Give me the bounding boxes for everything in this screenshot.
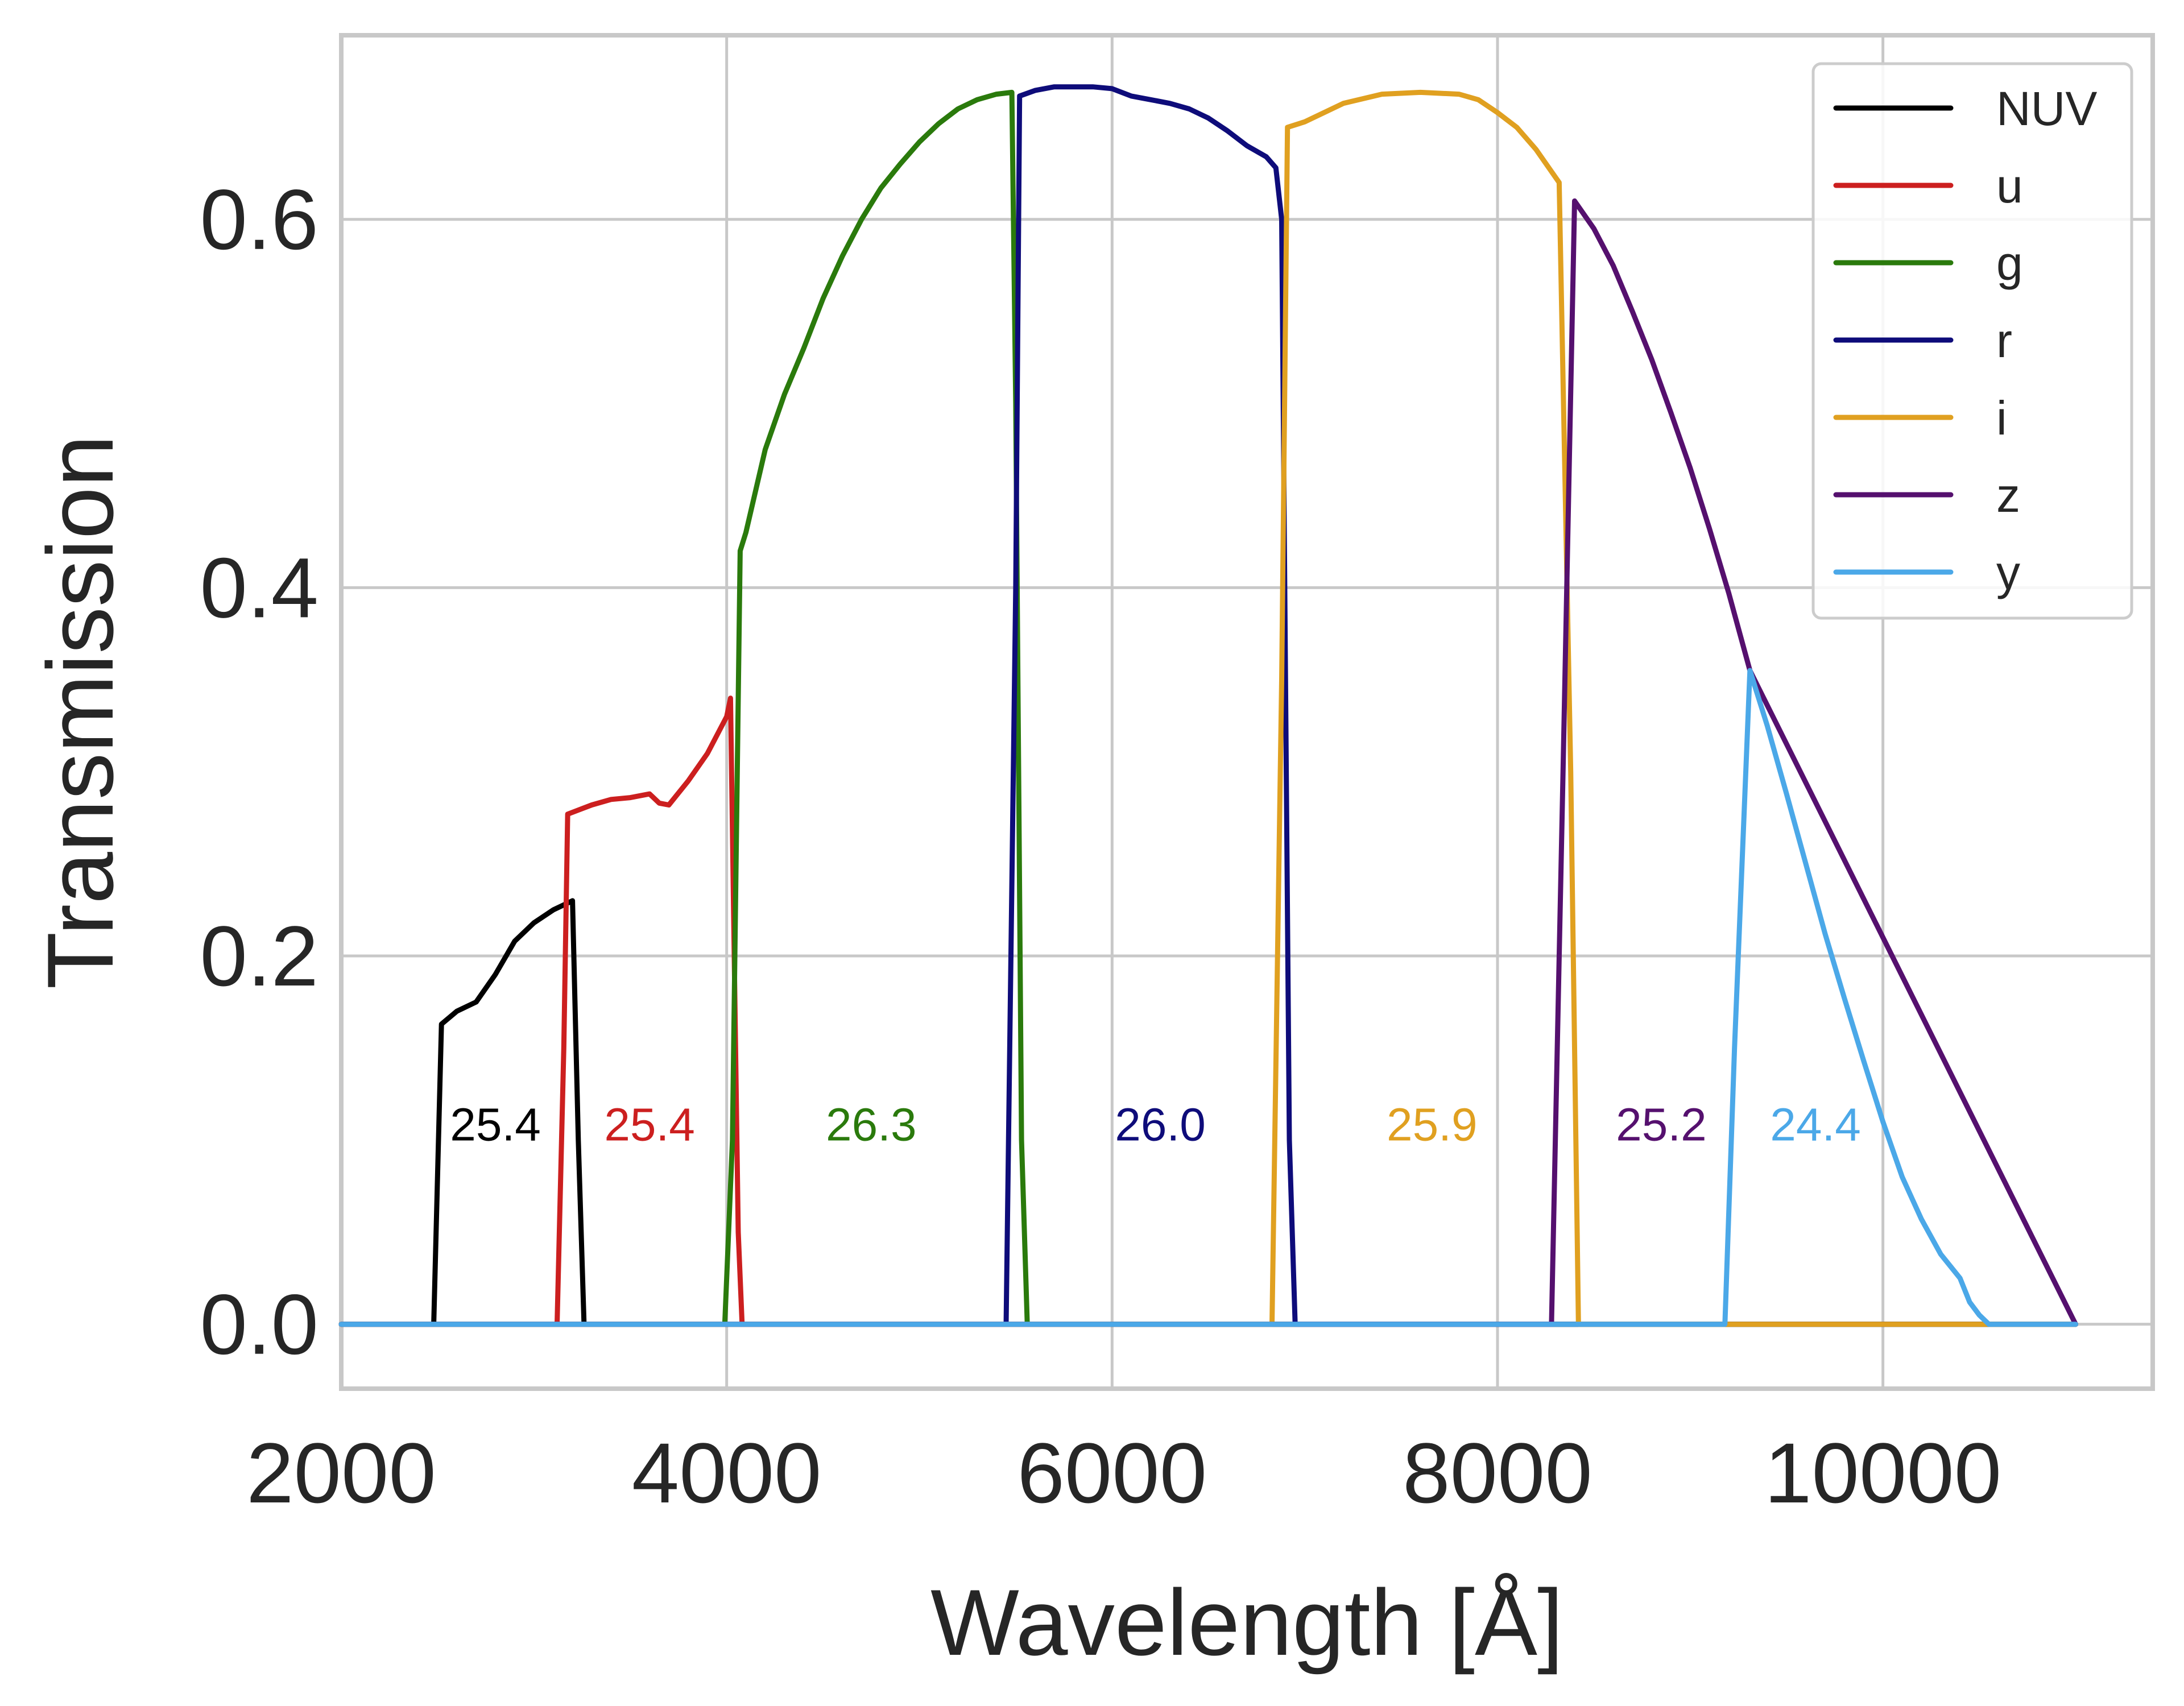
plot-frame [339,33,2155,1391]
y-axis-title: Transmission [28,435,133,989]
x-axis-title: Wavelength [Å] [930,1570,1563,1675]
y-tick-label: 0.2 [200,908,318,1004]
band-depth-label: 26.3 [826,1099,917,1151]
legend-label-i: i [1996,391,2007,445]
series-line-u [338,695,2078,1327]
legend-label-u: u [1996,159,2023,213]
band-depth-label: 25.4 [450,1099,541,1151]
band-depth-label: 25.9 [1387,1099,1478,1151]
band-depth-label: 25.2 [1616,1099,1707,1151]
y-tick-label: 0.6 [200,172,318,267]
legend-label-z: z [1996,469,2020,522]
legend-label-y: y [1996,546,2020,599]
y-tick-label: 0.0 [200,1277,318,1372]
x-tick-label: 10000 [1764,1425,2001,1521]
y-tick-labels: 0.0 0.2 0.4 0.6 [200,172,318,1372]
x-tick-label: 2000 [246,1425,436,1521]
series-lines [338,84,2078,1327]
series-line-y [338,668,2078,1327]
band-depth-label: 24.4 [1770,1099,1861,1151]
series-line-r [338,84,2078,1327]
legend-box [1811,62,2133,620]
band-depth-labels: 25.4 25.4 26.3 26.0 25.9 25.2 24.4 [450,1099,1861,1151]
legend-label-g: g [1996,237,2023,290]
legend-label-r: r [1996,314,2012,367]
series-line-i [338,89,2078,1327]
x-tick-label: 8000 [1403,1425,1592,1521]
series-line-g [338,89,2078,1327]
x-tick-label: 6000 [1017,1425,1207,1521]
band-depth-label: 25.4 [604,1099,695,1151]
x-tick-labels: 2000 4000 6000 8000 10000 [246,1425,2001,1521]
series-line-z [338,198,2078,1327]
series-line-nuv [338,898,2078,1327]
y-tick-label: 0.4 [200,540,318,635]
band-depth-label: 26.0 [1115,1099,1206,1151]
legend-label-nuv: NUV [1996,82,2097,135]
x-tick-label: 4000 [632,1425,822,1521]
